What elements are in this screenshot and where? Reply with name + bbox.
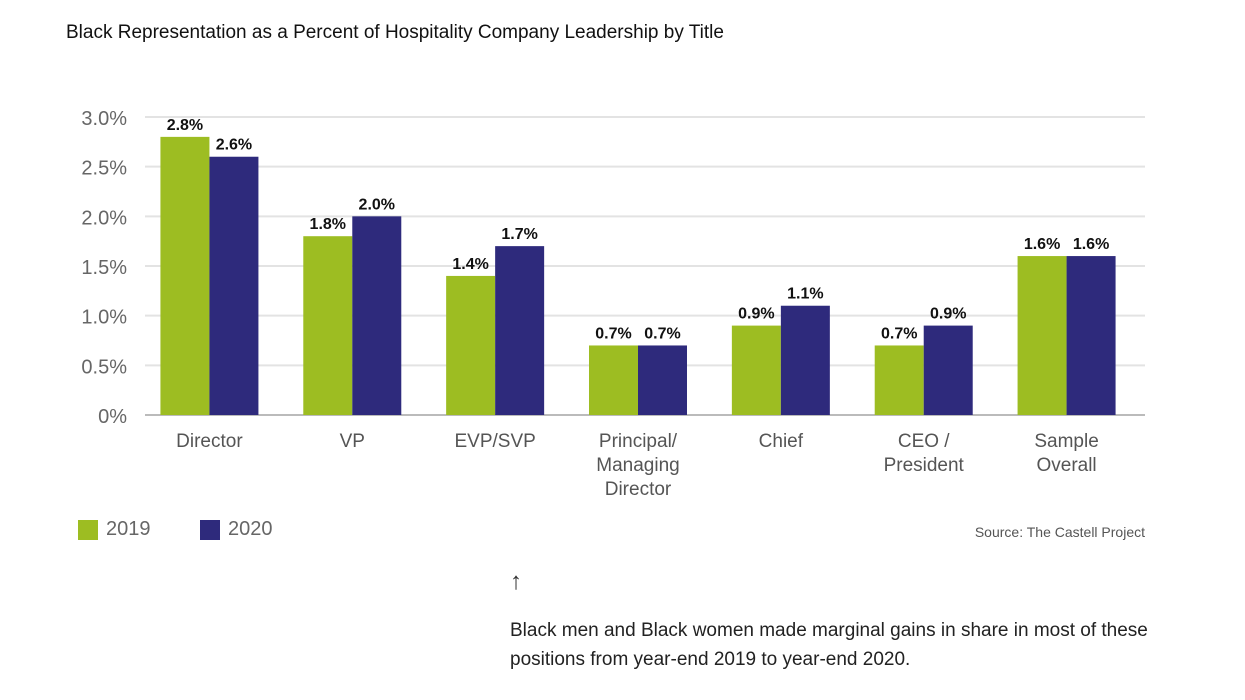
bar-2019 [446,275,496,415]
legend-label: 2019 [106,518,151,540]
data-label: 0.7% [644,325,680,342]
legend-swatch-2020 [200,519,220,540]
annotation-text: Black men and Black women made marginal … [510,620,1148,670]
bar-2019 [731,325,781,415]
bar-2020 [495,246,545,415]
x-tick-label: Managing [596,455,679,476]
data-label: 0.9% [738,306,774,323]
bar-chart: 0% 0.5% 1.0% 1.5% 2.0% 2.5% 3.0% 2.8% 2.6% Direct… [81,108,1145,500]
legend-item-2020: 2020 [200,518,273,541]
data-label: 2.0% [359,196,395,213]
x-tick-label: Overall [1036,455,1096,476]
data-label: 2.8% [167,117,203,134]
y-tick-label: 0.5% [81,356,127,378]
data-label: 2.6% [216,137,252,154]
y-tick-label: 1.0% [81,307,127,329]
x-tick-label: Director [605,479,672,500]
x-tick-label: Director [176,431,243,452]
bar-2020 [923,325,973,415]
up-arrow-icon: ↑ [510,568,522,595]
y-tick-label: 1.5% [81,257,127,279]
bar-2019 [1017,256,1067,415]
data-label: 1.6% [1024,236,1060,253]
legend-swatch-2019 [78,519,98,540]
data-label: 1.7% [501,226,537,243]
source-note: Source: The Castell Project [974,524,1145,540]
data-label: 1.6% [1073,236,1109,253]
data-label: 0.7% [595,325,631,342]
x-tick-label: VP [340,431,365,452]
chart-title: Black Representation as a Percent of Hos… [66,22,724,43]
x-tick-label: President [884,455,965,476]
data-label: 1.4% [452,256,488,273]
bar-2020 [780,305,830,415]
bar-2020 [209,156,259,415]
y-tick-label: 2.0% [81,207,127,229]
y-tick-label: 0% [98,406,127,428]
y-tick-label: 3.0% [81,108,127,130]
y-tick-label: 2.5% [81,158,127,180]
data-label: 1.1% [787,286,823,303]
bar-2019 [874,345,924,415]
data-label: 1.8% [310,216,346,233]
x-tick-label: Chief [759,431,804,452]
bar-2019 [160,136,210,415]
x-tick-label: Sample [1034,431,1098,452]
legend-label: 2020 [228,518,273,540]
bar-2020 [1066,256,1116,415]
bar-2019 [303,236,353,415]
bar-2020 [352,216,402,415]
x-tick-label: CEO / [898,431,950,452]
data-label: 0.9% [930,306,966,323]
bar-2020 [638,345,687,415]
data-label: 0.7% [881,325,917,342]
bar-2019 [589,345,638,415]
x-tick-label: EVP/SVP [454,431,535,452]
legend-item-2019: 2019 [78,518,151,541]
x-tick-label: Principal/ [599,431,678,452]
